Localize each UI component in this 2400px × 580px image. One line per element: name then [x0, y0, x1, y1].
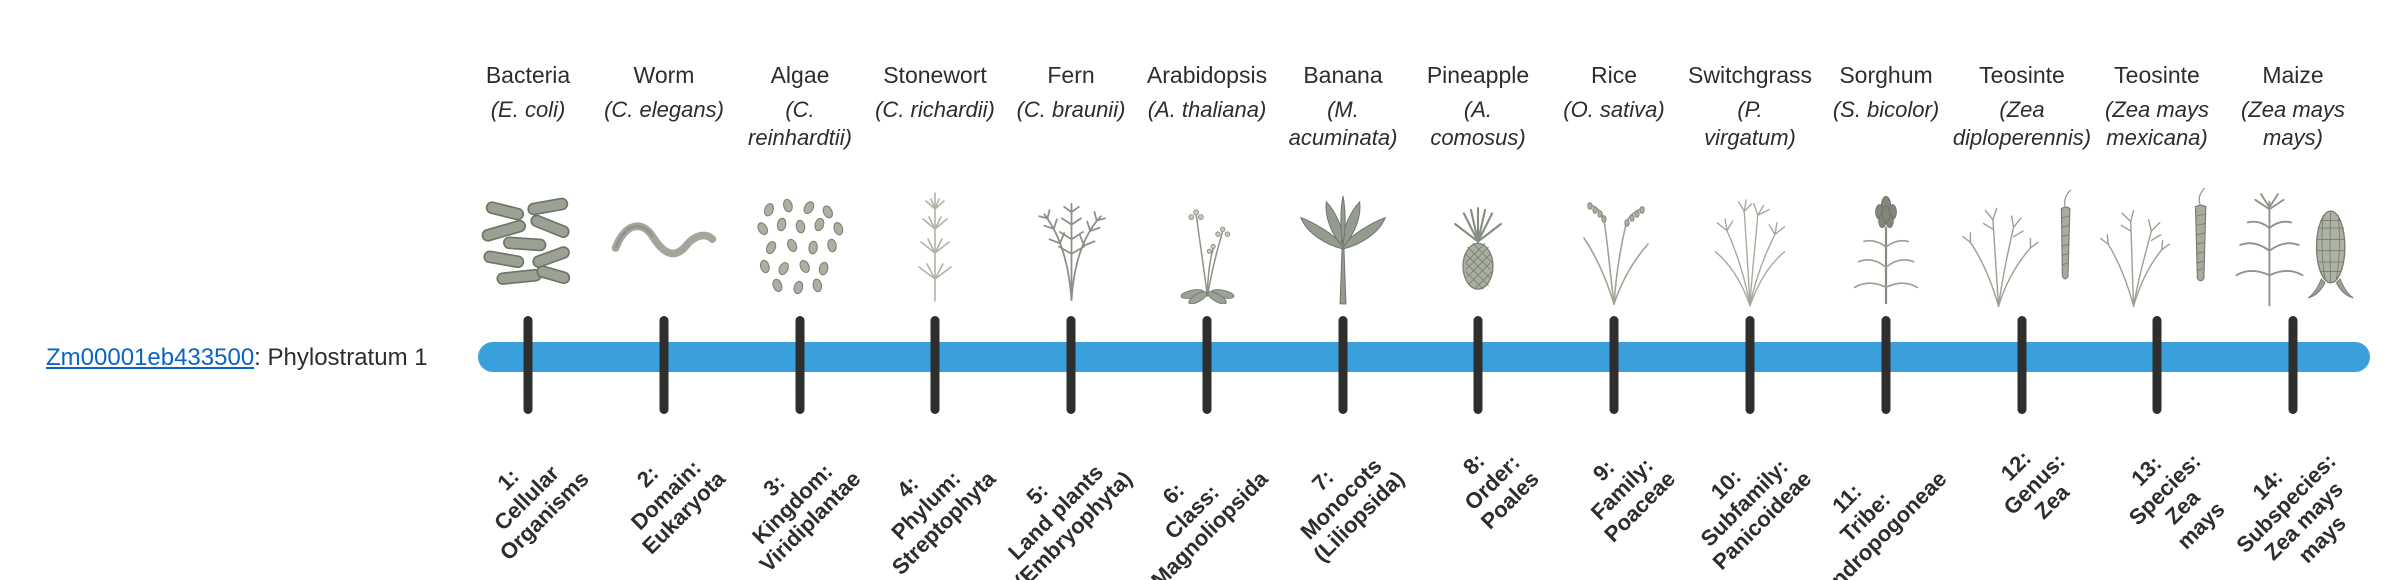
organism-scientific-name: (M. acuminata) — [1288, 97, 1398, 150]
phylostratum-tick-14 — [2288, 316, 2298, 414]
maize-icon — [2218, 162, 2368, 310]
phylostratum-label-12: 12: Genus: Zea — [1995, 445, 2075, 524]
phylostratum-label-5: 5: Land plants (Embryophyta) — [1002, 459, 1137, 580]
organism-name: Pineapple — [1426, 62, 1530, 88]
organism-name: Maize — [2262, 62, 2324, 88]
organism-name: Teosinte — [2114, 62, 2200, 88]
phylostratum-tick-12 — [2017, 316, 2027, 414]
phylostratum-tick-3 — [795, 316, 805, 414]
organism-scientific-name: (A. thaliana) — [1147, 97, 1267, 122]
teosinte-diploperennis-icon — [1947, 162, 2097, 310]
organism-scientific-name: (C. braunii) — [1016, 97, 1126, 122]
phylostratum-tick-6 — [1202, 316, 1212, 414]
organism-name: Switchgrass — [1688, 62, 1812, 88]
organism-scientific-name: (Zea diploperennis) — [1952, 97, 2092, 150]
organism-name: Worm — [633, 62, 695, 88]
organism-name: Sorghum — [1839, 62, 1933, 88]
algae-icon — [725, 162, 875, 310]
organism-scientific-name: (C. elegans) — [604, 97, 724, 122]
organism-name: Teosinte — [1979, 62, 2065, 88]
phylostratum-tick-4 — [930, 316, 940, 414]
phylostratum-tick-2 — [659, 316, 669, 414]
gene-label: Zm00001eb433500: Phylostratum 1 — [46, 344, 428, 372]
phylostratum-label-13: 13: Species: Zea mays — [2123, 448, 2229, 554]
worm-icon — [589, 162, 739, 310]
phylostratum-label-6: 6: Class: Magnoliopsida — [1146, 466, 1273, 580]
organism-name: Bacteria — [485, 62, 571, 88]
phylostratum-label-11: 11: Tribe: Andropogoneae — [1814, 466, 1952, 580]
phylostratum-tick-5 — [1066, 316, 1076, 414]
phylostratum-tick-9 — [1609, 316, 1619, 414]
organism-name: Fern — [1047, 62, 1095, 88]
sorghum-icon — [1811, 162, 1961, 310]
switchgrass-icon — [1675, 162, 1825, 310]
phylostratum-tick-1 — [523, 316, 533, 414]
bacteria-icon — [453, 162, 603, 310]
organism-scientific-name: (Zea mays mexicana) — [2105, 97, 2209, 150]
phylostratum-tick-10 — [1745, 316, 1755, 414]
arabidopsis-icon — [1132, 162, 1282, 310]
phylostratum-text: : Phylostratum 1 — [254, 344, 428, 371]
phylostratum-label-8: 8: Order: Poales — [1458, 448, 1544, 534]
organism-scientific-name: (A. comosus) — [1430, 97, 1526, 150]
phylostratum-label-2: 2: Domain: Eukaryota — [625, 454, 730, 559]
organism-name: Arabidopsis — [1146, 62, 1268, 88]
phylostratum-tick-11 — [1881, 316, 1891, 414]
organism-name: Algae — [770, 62, 830, 88]
organism-scientific-name: (C. richardii) — [875, 97, 995, 122]
organism-name: Stonewort — [883, 62, 987, 88]
phylostratum-label-14: 14: Subspecies: Zea mays mays — [2231, 448, 2351, 568]
phylostratum-tick-7 — [1338, 316, 1348, 414]
teosinte-mexicana-icon — [2082, 162, 2232, 310]
stonewort-icon — [860, 162, 1010, 310]
organism-scientific-name: (P. virgatum) — [1704, 97, 1796, 150]
organism-scientific-name: (Zea mays mays) — [2241, 97, 2345, 150]
pineapple-icon — [1403, 162, 1553, 310]
phylostratum-label-7: 7: Monocots (Liliopsida) — [1294, 452, 1409, 567]
phylostratum-tick-13 — [2152, 316, 2162, 414]
organism-scientific-name: (E. coli) — [490, 97, 566, 122]
organism-name: Rice — [1590, 62, 1638, 88]
phylostratum-label-9: 9: Family: Poaceae — [1585, 452, 1680, 547]
organism-scientific-name: (S. bicolor) — [1832, 97, 1940, 122]
phylostratum-tick-8 — [1473, 316, 1483, 414]
phylostratum-label-1: 1: Cellular Organisms — [488, 460, 594, 566]
banana-icon — [1268, 162, 1418, 310]
fern-icon — [996, 162, 1146, 310]
phylostratum-label-4: 4: Phylum: Streptophyta — [886, 465, 1001, 580]
phylostratum-label-3: 3: Kingdom: Viridiplantae — [747, 458, 866, 577]
rice-icon — [1539, 162, 1689, 310]
gene-link[interactable]: Zm00001eb433500 — [46, 344, 255, 371]
organism-scientific-name: (O. sativa) — [1563, 97, 1665, 122]
organism-name: Banana — [1303, 62, 1383, 88]
phylostrata-timeline-bar — [478, 342, 2370, 372]
organism-scientific-name: (C. reinhardtii) — [748, 97, 852, 150]
